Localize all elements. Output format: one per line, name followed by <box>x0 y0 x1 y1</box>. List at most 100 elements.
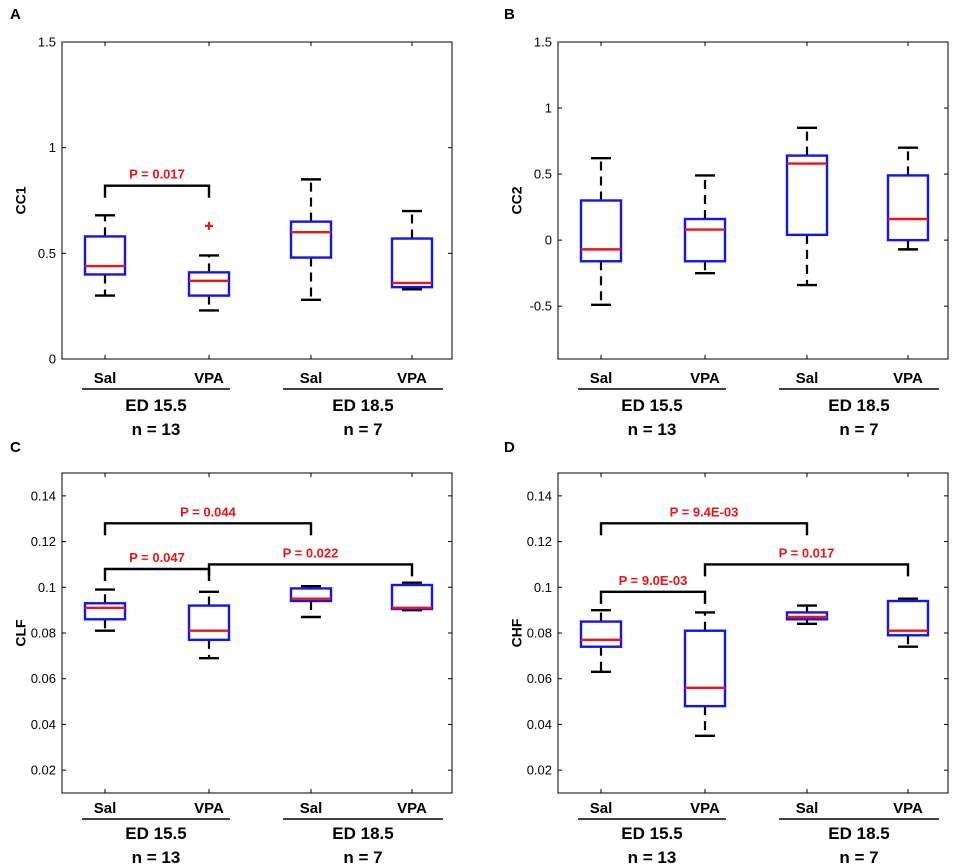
group-n-label: n = 13 <box>132 420 181 439</box>
category-label: Sal <box>94 800 117 817</box>
category-label: Sal <box>590 370 613 387</box>
group-label: ED 15.5 <box>621 824 682 843</box>
category-label: VPA <box>893 800 923 817</box>
panel-d: D 0.02 0.04 0.06 0.08 0.1 0.12 0.14 CHF P = 9.4E-… <box>504 439 949 867</box>
group-n-label: n = 13 <box>132 848 181 867</box>
significance-bracket: P = 9.4E-03 <box>599 504 809 536</box>
iqr-box <box>579 620 623 648</box>
y-tick-label: 0.12 <box>527 534 552 549</box>
group-n-label: n = 7 <box>343 848 382 867</box>
y-tick-label: 0.02 <box>31 763 56 778</box>
y-tick-label: 0.08 <box>527 626 552 641</box>
group-n-label: n = 7 <box>343 420 382 439</box>
p-value-label: P = 0.047 <box>129 550 185 565</box>
y-tick-label: 1.5 <box>534 35 552 50</box>
panel-letter: C <box>10 439 21 456</box>
significance-bracket: P = 0.044 <box>103 504 313 536</box>
iqr-box <box>83 602 127 621</box>
bracket-line <box>599 590 707 604</box>
iqr-box <box>683 629 727 708</box>
bracket-line <box>103 522 313 536</box>
y-tick-label: -0.5 <box>530 299 552 314</box>
category-label: Sal <box>300 370 323 387</box>
box-4 <box>390 581 434 612</box>
significance-bracket: P = 0.017 <box>103 167 211 198</box>
y-tick-label: 0.14 <box>527 488 552 503</box>
p-value-label: P = 0.017 <box>779 545 835 560</box>
iqr-box <box>390 583 434 611</box>
bracket-line <box>103 184 211 198</box>
bracket-line <box>599 522 809 536</box>
p-value-label: P = 9.0E-03 <box>619 573 688 588</box>
panel-b: B -0.5 0 0.5 1 1.5 CC2 Sal VPA Sal VPA ED 15.5 n = 1… <box>504 6 949 439</box>
y-tick-label: 0.12 <box>31 534 56 549</box>
iqr-box <box>390 237 434 289</box>
box-3 <box>785 126 829 287</box>
box-4 <box>390 209 434 291</box>
box-2 <box>683 174 727 275</box>
category-label: VPA <box>397 370 427 387</box>
p-value-label: P = 0.044 <box>180 504 237 519</box>
group-n-label: n = 13 <box>628 848 677 867</box>
group-label: ED 18.5 <box>332 396 393 415</box>
box-2 <box>187 221 231 312</box>
y-axis-label: CC2 <box>509 186 525 214</box>
box-1 <box>579 157 623 307</box>
category-label: Sal <box>590 800 613 817</box>
p-value-label: P = 0.017 <box>129 167 185 182</box>
group-label: ED 15.5 <box>621 396 682 415</box>
category-label: VPA <box>690 800 720 817</box>
axes-frame <box>61 41 453 360</box>
category-label: VPA <box>194 370 224 387</box>
y-tick-label: 0.14 <box>31 488 56 503</box>
category-label: VPA <box>397 800 427 817</box>
p-value-label: P = 0.022 <box>283 545 339 560</box>
bracket-line <box>103 567 211 581</box>
p-value-label: P = 9.4E-03 <box>670 504 739 519</box>
box-1 <box>83 588 127 632</box>
group-label: ED 18.5 <box>332 824 393 843</box>
panel-letter: B <box>504 6 515 23</box>
group-n-label: n = 7 <box>839 848 878 867</box>
significance-bracket: P = 0.047 <box>103 550 211 581</box>
y-tick-label: 0.06 <box>31 671 56 686</box>
box-2 <box>187 590 231 660</box>
iqr-box <box>683 217 727 263</box>
iqr-box <box>579 199 623 263</box>
category-label: Sal <box>300 800 323 817</box>
iqr-box <box>886 174 930 242</box>
box-4 <box>886 597 930 648</box>
y-tick-label: 0.08 <box>31 626 56 641</box>
axes-frame <box>557 41 949 360</box>
y-tick-label: 0.02 <box>527 763 552 778</box>
group-n-label: n = 7 <box>839 420 878 439</box>
category-label: VPA <box>893 370 923 387</box>
axes-frame <box>61 472 453 794</box>
significance-bracket: P = 0.017 <box>703 545 910 577</box>
category-label: VPA <box>194 800 224 817</box>
y-tick-label: 0 <box>49 352 56 367</box>
box-1 <box>579 608 623 674</box>
y-tick-label: 0.1 <box>534 580 552 595</box>
group-n-label: n = 13 <box>628 420 677 439</box>
significance-bracket: P = 9.0E-03 <box>599 573 707 604</box>
bracket-line <box>703 563 910 577</box>
panel-a: A 0 0.5 1 1.5 CC1 P = 0.017 Sal VPA Sal VPA ED 15.5… <box>10 6 453 439</box>
y-tick-label: 0.06 <box>527 671 552 686</box>
y-tick-label: 1 <box>49 140 56 155</box>
y-tick-label: 1.5 <box>38 35 56 50</box>
group-label: ED 15.5 <box>125 396 186 415</box>
panel-c: C 0.02 0.04 0.06 0.08 0.1 0.12 0.14 CLF P = 0.044… <box>10 439 453 867</box>
iqr-box <box>83 235 127 276</box>
box-1 <box>83 214 127 297</box>
y-tick-label: 0.1 <box>38 580 56 595</box>
y-tick-label: 0.5 <box>38 246 56 261</box>
box-3 <box>289 584 333 619</box>
y-tick-label: 0.5 <box>534 167 552 182</box>
significance-bracket: P = 0.022 <box>207 545 414 577</box>
box-3 <box>785 604 829 626</box>
category-label: VPA <box>690 370 720 387</box>
iqr-box <box>785 154 829 237</box>
iqr-box <box>289 220 333 259</box>
